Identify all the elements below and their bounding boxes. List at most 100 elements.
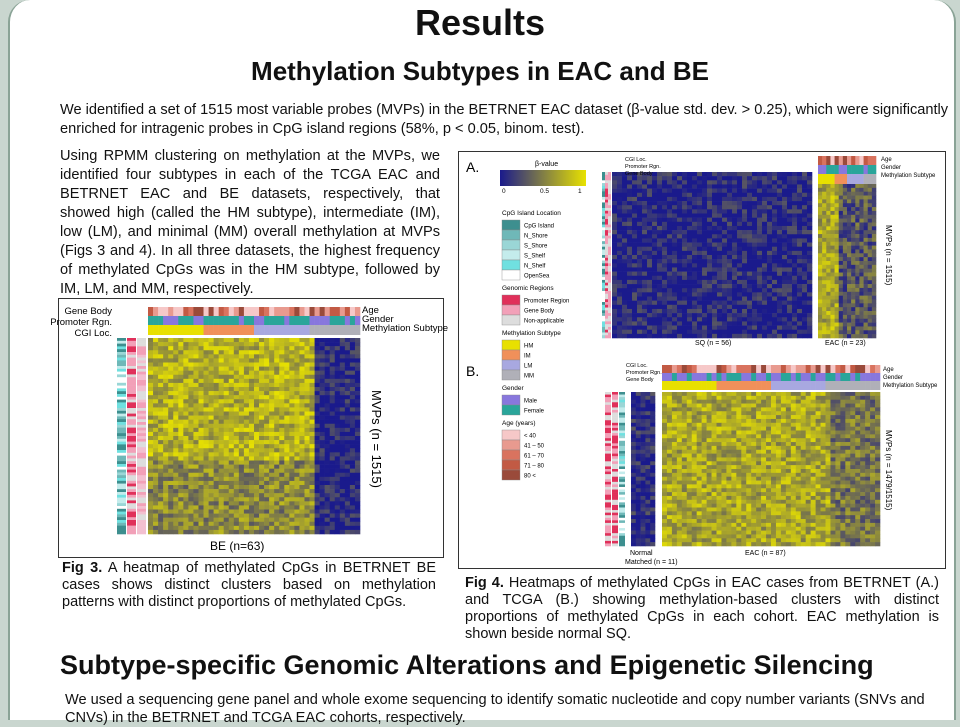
strip-cell bbox=[127, 346, 136, 349]
heat-cell bbox=[345, 371, 350, 375]
heat-cell bbox=[340, 465, 345, 469]
heat-cell bbox=[687, 230, 692, 234]
heat-cell bbox=[868, 300, 872, 304]
heat-cell bbox=[193, 379, 198, 383]
heat-cell bbox=[792, 330, 797, 334]
heat-cell bbox=[320, 452, 325, 456]
heat-cell bbox=[168, 350, 173, 354]
heat-cell bbox=[163, 391, 168, 395]
heat-cell bbox=[792, 184, 797, 188]
heat-cell bbox=[687, 288, 692, 292]
heat-cell bbox=[249, 387, 254, 391]
heat-cell bbox=[802, 172, 807, 176]
heat-cell bbox=[636, 504, 641, 508]
heat-cell bbox=[697, 305, 702, 309]
heat-cell bbox=[772, 330, 777, 334]
heat-cell bbox=[310, 395, 315, 399]
strip-cell bbox=[608, 319, 611, 322]
heat-cell bbox=[707, 209, 712, 213]
heat-cell bbox=[284, 387, 289, 391]
strip-cell bbox=[608, 302, 611, 305]
heat-cell bbox=[647, 321, 652, 325]
heat-cell bbox=[325, 379, 330, 383]
heat-cell bbox=[193, 452, 198, 456]
heat-cell bbox=[657, 176, 662, 180]
heat-cell bbox=[224, 428, 229, 432]
heat-cell bbox=[772, 205, 777, 209]
heat-cell bbox=[325, 440, 330, 444]
heat-cell bbox=[269, 350, 274, 354]
heat-cell bbox=[752, 243, 757, 247]
heat-cell bbox=[859, 215, 863, 219]
strip-cell bbox=[117, 500, 126, 503]
heat-cell bbox=[330, 514, 335, 518]
heat-cell bbox=[193, 399, 198, 403]
heat-cell bbox=[782, 301, 787, 305]
heat-cell bbox=[667, 267, 672, 271]
heat-cell bbox=[219, 403, 224, 407]
strip-cell bbox=[605, 283, 608, 286]
heat-cell bbox=[274, 399, 279, 403]
heat-cell bbox=[818, 219, 822, 223]
heat-cell bbox=[254, 522, 259, 526]
heat-cell bbox=[864, 223, 868, 227]
heat-cell bbox=[802, 201, 807, 205]
heat-cell bbox=[163, 440, 168, 444]
heat-cell bbox=[294, 489, 299, 493]
heat-cell bbox=[148, 456, 153, 460]
heat-cell bbox=[687, 280, 692, 284]
heat-cell bbox=[636, 457, 641, 461]
heat-cell bbox=[269, 505, 274, 509]
heat-cell bbox=[279, 436, 284, 440]
heat-cell bbox=[667, 197, 672, 201]
heat-cell bbox=[652, 201, 657, 205]
heat-cell bbox=[864, 319, 868, 323]
heat-cell bbox=[767, 251, 772, 255]
heat-cell bbox=[249, 342, 254, 346]
heat-cell bbox=[279, 363, 284, 367]
heat-cell bbox=[168, 387, 173, 391]
heat-cell bbox=[299, 399, 304, 403]
strip-cell bbox=[127, 436, 136, 439]
heat-cell bbox=[294, 505, 299, 509]
heat-cell bbox=[224, 424, 229, 428]
heat-cell bbox=[747, 263, 752, 267]
heat-cell bbox=[641, 450, 646, 454]
heat-cell bbox=[792, 197, 797, 201]
heat-cell bbox=[752, 184, 757, 188]
heat-cell bbox=[249, 489, 254, 493]
heat-cell bbox=[752, 284, 757, 288]
heat-cell bbox=[158, 505, 163, 509]
heat-cell bbox=[647, 259, 652, 263]
band-cell bbox=[864, 156, 868, 165]
heat-cell bbox=[229, 456, 234, 460]
strip-cell bbox=[137, 428, 146, 431]
band-cell bbox=[279, 316, 284, 325]
heat-cell bbox=[274, 473, 279, 477]
heat-cell bbox=[219, 505, 224, 509]
legend-swatch bbox=[502, 450, 520, 460]
heat-cell bbox=[320, 350, 325, 354]
heat-cell bbox=[158, 412, 163, 416]
heat-cell bbox=[645, 469, 650, 473]
heat-cell bbox=[294, 424, 299, 428]
heat-cell bbox=[762, 243, 767, 247]
heat-cell bbox=[657, 288, 662, 292]
heat-cell bbox=[340, 428, 345, 432]
heat-cell bbox=[193, 493, 198, 497]
heat-cell bbox=[310, 342, 315, 346]
strip-cell bbox=[137, 442, 146, 445]
heat-cell bbox=[732, 288, 737, 292]
heat-cell bbox=[274, 371, 279, 375]
heat-cell bbox=[636, 481, 641, 485]
strip-cell bbox=[608, 266, 611, 269]
heat-cell bbox=[289, 469, 294, 473]
heat-cell bbox=[777, 189, 782, 193]
label: Promoter Region bbox=[524, 299, 569, 305]
heat-cell bbox=[762, 326, 767, 330]
heat-cell bbox=[864, 307, 868, 311]
heat-cell bbox=[636, 492, 641, 496]
heat-cell bbox=[304, 456, 309, 460]
heat-cell bbox=[274, 440, 279, 444]
heat-cell bbox=[340, 403, 345, 407]
